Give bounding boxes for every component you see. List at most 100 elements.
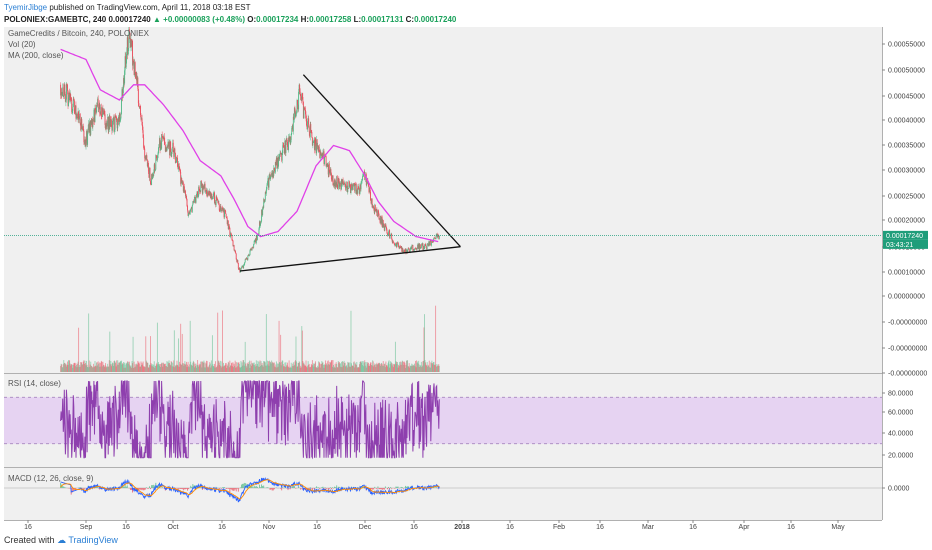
candle-body (219, 210, 221, 212)
candle-body (407, 249, 409, 253)
candle-body (301, 93, 303, 101)
candle-body (261, 209, 263, 221)
candle-body (83, 130, 85, 143)
candle-body (339, 183, 341, 187)
volume-bar (144, 367, 146, 372)
candle-body (432, 241, 434, 243)
candle-body (144, 148, 146, 159)
macd-histogram-bar (248, 485, 250, 488)
macd-histogram-bar (200, 487, 202, 488)
macd-histogram-bar (372, 488, 374, 490)
time-axis[interactable]: 16 Sep 16 Oct 16 Nov 16 Dec 16 2018 16 Feb 16 Mar 16 Ap… (24, 520, 845, 531)
volume-bar (388, 360, 390, 372)
volume-bar (70, 365, 72, 372)
candle-body (246, 258, 248, 260)
volume-bar (430, 363, 432, 372)
candle-body (394, 243, 396, 247)
tradingview-brand-link[interactable]: TradingView (68, 535, 118, 545)
volume-bar (411, 363, 413, 372)
macd-histogram-bar (229, 488, 231, 493)
volume-bar (173, 360, 175, 372)
candle-body (120, 98, 122, 115)
candle-body (232, 240, 234, 247)
volume-bar (217, 360, 219, 372)
macd-histogram-bar (235, 488, 237, 492)
candle-body (438, 235, 440, 240)
candle-body (344, 182, 346, 185)
candle-body (319, 152, 321, 159)
candle-body (61, 92, 63, 95)
trendline-lower[interactable] (239, 246, 461, 272)
volume-bar (362, 365, 364, 372)
macd-histogram-bar (178, 488, 180, 489)
candle-body (397, 242, 399, 244)
candle-body (130, 39, 132, 48)
candle-body (234, 250, 236, 253)
candle-body (289, 136, 291, 142)
candle-body (375, 210, 377, 212)
volume-bar (72, 364, 74, 372)
volume-bar (413, 363, 415, 372)
volume-bar (146, 361, 148, 372)
volume-bar (328, 364, 330, 372)
author-link[interactable]: TyemirJibge (4, 3, 48, 12)
macd-histogram-bar (327, 488, 329, 490)
candle-body (150, 184, 152, 186)
candle-body (162, 138, 164, 140)
candle-body (369, 187, 370, 193)
volume-bar (157, 364, 159, 372)
candle-body (248, 255, 250, 256)
volume-bar (397, 362, 398, 372)
trendline-upper[interactable] (302, 74, 461, 248)
time-tick-label: Oct (168, 524, 179, 531)
volume-bar (164, 363, 166, 372)
macd-histogram-bar (395, 486, 397, 488)
volume-bar (286, 364, 288, 372)
volume-bar (74, 366, 76, 372)
volume-bar (245, 363, 247, 372)
volume-bar (412, 366, 414, 372)
candle-body (410, 247, 412, 249)
volume-bar (391, 365, 393, 372)
volume-bar (210, 367, 212, 372)
volume-bar (350, 310, 352, 372)
volume-bar (336, 364, 338, 372)
volume-bar (322, 362, 324, 372)
candle-body (435, 235, 437, 239)
candle-body (241, 265, 243, 268)
volume-bar (339, 363, 341, 372)
candle-body (216, 196, 218, 200)
ohlc-open: 0.00017234 (256, 15, 299, 24)
macd-histogram-bar (253, 485, 255, 488)
macd-histogram-bar (138, 488, 140, 492)
candle-body (416, 248, 418, 250)
candle-body (410, 247, 412, 249)
macd-histogram-bar (259, 484, 260, 488)
candle-body (308, 118, 310, 128)
volume-bar (138, 361, 140, 372)
volume-bar (60, 365, 62, 372)
volume-bar (174, 367, 176, 372)
volume-bar (101, 366, 103, 372)
volume-bar (186, 361, 187, 372)
macd-histogram-bar (151, 485, 153, 488)
candle-body (322, 152, 324, 159)
candle-body (239, 268, 241, 273)
macd-histogram-bar (255, 486, 257, 488)
candle-body (306, 118, 308, 126)
candle-body (273, 168, 275, 170)
volume-bar (67, 361, 68, 372)
candle-body (120, 114, 122, 119)
volume-bar (285, 362, 287, 372)
volume-bar (353, 362, 355, 372)
candle-body (361, 180, 363, 182)
volume-bar (181, 364, 183, 372)
ohlc-high-label: H: (300, 15, 310, 24)
candle-body (131, 40, 133, 47)
volume-bar (396, 361, 397, 372)
volume-bar (145, 360, 147, 372)
macd-histogram-bar (322, 486, 324, 488)
volume-bar (86, 360, 87, 372)
macd-histogram-bar (361, 486, 363, 488)
